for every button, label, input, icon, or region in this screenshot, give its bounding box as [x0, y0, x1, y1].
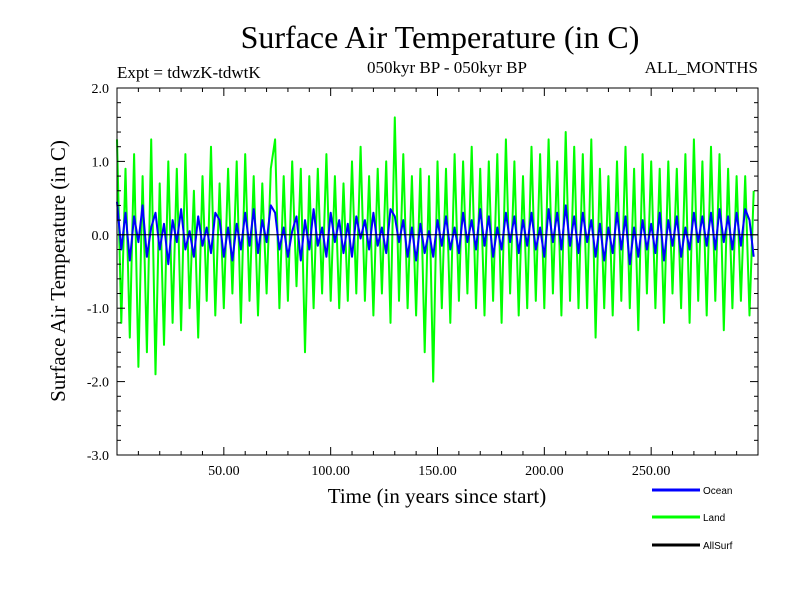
experiment-label: Expt = tdwzK-tdwtK: [117, 63, 261, 82]
legend: Ocean Land AllSurf: [652, 486, 733, 552]
legend-label-allsurf: AllSurf: [703, 541, 733, 552]
x-tick-label: 200.00: [525, 464, 564, 479]
y-tick-label: -3.0: [87, 449, 109, 464]
series-line-land: [116, 116, 755, 383]
y-tick-label: 2.0: [92, 82, 110, 97]
x-axis-label: Time (in years since start): [328, 484, 547, 508]
y-tick-label: 0.0: [92, 229, 110, 244]
y-tick-label: -1.0: [87, 302, 109, 317]
legend-label-land: Land: [703, 513, 725, 524]
x-tick-label: 250.00: [632, 464, 671, 479]
period-label: 050kyr BP - 050kyr BP: [367, 58, 527, 77]
y-tick-label: -2.0: [87, 376, 109, 391]
x-tick-label: 100.00: [311, 464, 350, 479]
axes: 2.0 1.0 0.0 -1.0 -2.0 -3.0 50.00 100.00 150.00 20…: [87, 82, 759, 479]
y-axis-label: Surface Air Temperature (in C): [46, 140, 70, 402]
months-label: ALL_MONTHS: [645, 58, 758, 77]
x-tick-label: 50.00: [208, 464, 240, 479]
x-tick-label: 150.00: [418, 464, 457, 479]
legend-label-ocean: Ocean: [703, 486, 732, 497]
y-tick-label: 1.0: [92, 155, 110, 170]
plot-area: [116, 116, 758, 383]
series-line-ocean: [116, 201, 755, 266]
chart-title: Surface Air Temperature (in C): [241, 19, 640, 55]
